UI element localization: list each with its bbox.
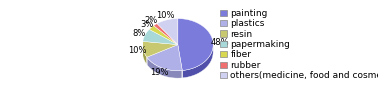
Legend: painting, plastics, resin, papermaking, fiber, rubber, others(medicine, food and: painting, plastics, resin, papermaking, … <box>220 9 378 80</box>
Polygon shape <box>153 24 178 45</box>
Polygon shape <box>157 19 178 45</box>
Polygon shape <box>143 41 178 57</box>
Polygon shape <box>182 45 213 78</box>
Text: 10%: 10% <box>156 11 174 20</box>
Polygon shape <box>147 57 182 78</box>
Polygon shape <box>178 19 213 70</box>
Text: 2%: 2% <box>145 16 158 25</box>
Text: 10%: 10% <box>128 46 146 55</box>
Text: 19%: 19% <box>150 68 168 77</box>
Polygon shape <box>143 29 178 45</box>
Text: 48%: 48% <box>210 38 229 47</box>
Polygon shape <box>149 26 178 45</box>
Text: 8%: 8% <box>132 29 146 38</box>
Polygon shape <box>147 45 182 71</box>
Polygon shape <box>143 45 147 65</box>
Text: 3%: 3% <box>140 20 153 29</box>
